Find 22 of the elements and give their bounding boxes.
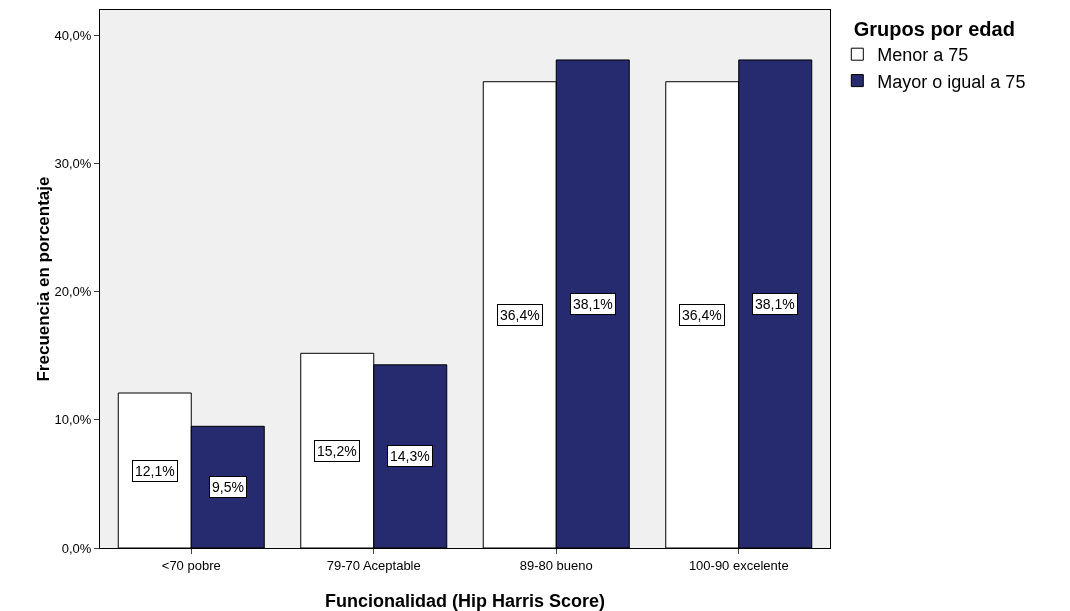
data-label: 38,1%	[573, 296, 613, 312]
y-tick-label: 20,0%	[54, 284, 92, 300]
data-label: 36,4%	[682, 307, 722, 323]
x-tick-label: 100-90 excelente	[688, 557, 789, 573]
legend-label: Mayor o igual a 75	[877, 71, 1026, 92]
x-tick-label: 79-70 Aceptable	[326, 557, 421, 573]
x-tick-label: 89-80 bueno	[519, 557, 593, 573]
y-tick-label: 30,0%	[54, 156, 92, 172]
data-label: 9,5%	[212, 479, 244, 495]
x-tick-label: <70 pobre	[161, 557, 221, 573]
data-label: 12,1%	[135, 463, 175, 479]
y-tick-label: 0,0%	[61, 540, 92, 556]
x-axis-title: Funcionalidad (Hip Harris Score)	[324, 591, 606, 611]
y-tick-label: 10,0%	[54, 412, 92, 428]
y-tick-label: 40,0%	[54, 28, 92, 44]
data-label: 15,2%	[317, 443, 357, 459]
data-label: 14,3%	[390, 448, 430, 464]
y-axis-title: Frecuencia en porcentaje	[33, 176, 53, 382]
data-label: 36,4%	[500, 307, 540, 323]
legend-title: Grupos por edad	[853, 18, 1015, 40]
legend-label: Menor a 75	[877, 45, 969, 66]
data-label: 38,1%	[755, 296, 795, 312]
